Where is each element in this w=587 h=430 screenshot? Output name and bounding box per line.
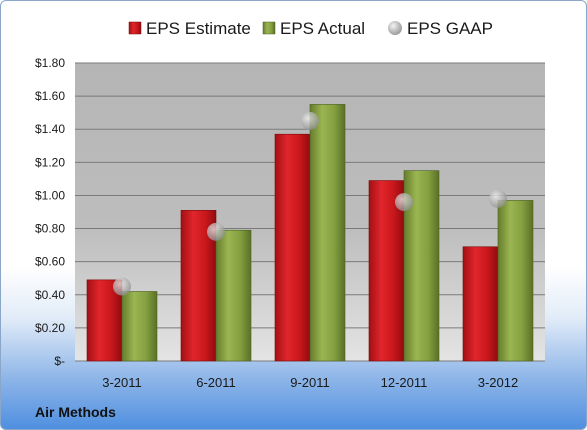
eps-estimate-bar — [86, 279, 123, 362]
y-tick-label: $0.80 — [35, 222, 65, 236]
x-tick-label: 3-2012 — [478, 375, 518, 390]
legend-label-eps-actual: EPS Actual — [280, 19, 365, 38]
gaap-markers — [113, 111, 507, 296]
y-tick-label: $1.80 — [35, 56, 65, 70]
eps-gaap-marker — [301, 111, 319, 130]
eps-actual-bar — [215, 229, 252, 362]
y-tick-label: $0.20 — [35, 321, 65, 335]
eps-actual-bar — [309, 104, 346, 362]
y-axis-labels: $- $0.20 $0.40 $0.60 $0.80 $1.00 $1.20 $1.40 $1.… — [35, 56, 65, 368]
legend-swatch-eps-gaap — [388, 21, 402, 35]
legend-swatch-eps-actual — [262, 21, 276, 35]
y-tick-label: $1.40 — [35, 122, 65, 136]
x-tick-label: 6-2011 — [196, 375, 236, 390]
eps-gaap-marker — [207, 222, 225, 241]
x-tick-label: 12-2011 — [381, 375, 428, 390]
y-tick-label: $1.00 — [35, 188, 65, 202]
legend: EPS Estimate EPS Actual EPS GAAP — [128, 19, 493, 38]
x-tick-label: 9-2011 — [290, 375, 330, 390]
eps-actual-bar — [497, 200, 534, 362]
eps-estimate-bar — [368, 180, 405, 362]
legend-label-eps-estimate: EPS Estimate — [146, 19, 251, 38]
eps-gaap-marker — [395, 193, 413, 212]
company-label: Air Methods — [35, 404, 116, 420]
eps-gaap-marker — [489, 189, 507, 208]
legend-item-eps-estimate[interactable]: EPS Estimate — [128, 19, 251, 38]
eps-estimate-bar — [274, 133, 311, 362]
eps-actual-bar — [121, 291, 158, 362]
y-tick-label: $1.20 — [35, 155, 65, 169]
x-axis-labels: 3-2011 6-2011 9-2011 12-2011 3-2012 — [102, 375, 518, 390]
legend-item-eps-gaap[interactable]: EPS GAAP — [388, 19, 493, 38]
legend-item-eps-actual[interactable]: EPS Actual — [262, 19, 365, 38]
x-tick-label: 3-2011 — [102, 375, 142, 390]
y-tick-label: $0.60 — [35, 255, 65, 269]
y-tick-label: $1.60 — [35, 89, 65, 103]
bars — [86, 104, 534, 362]
legend-swatch-eps-estimate — [128, 21, 142, 35]
eps-estimate-bar — [462, 246, 499, 362]
y-tick-label: $- — [54, 354, 65, 368]
legend-label-eps-gaap: EPS GAAP — [407, 19, 493, 38]
y-tick-label: $0.40 — [35, 288, 65, 302]
eps-gaap-marker — [113, 277, 131, 296]
